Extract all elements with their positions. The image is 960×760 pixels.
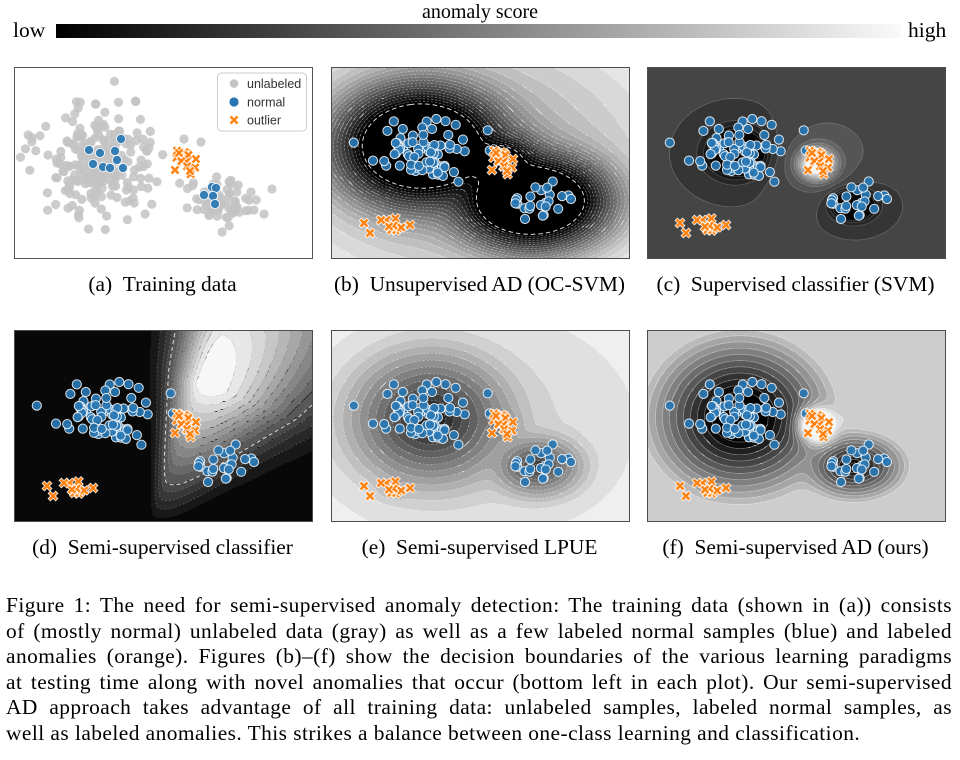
svg-text:outlier: outlier bbox=[247, 113, 281, 127]
svg-text:normal: normal bbox=[247, 95, 285, 109]
svg-text:unlabeled: unlabeled bbox=[247, 77, 301, 91]
